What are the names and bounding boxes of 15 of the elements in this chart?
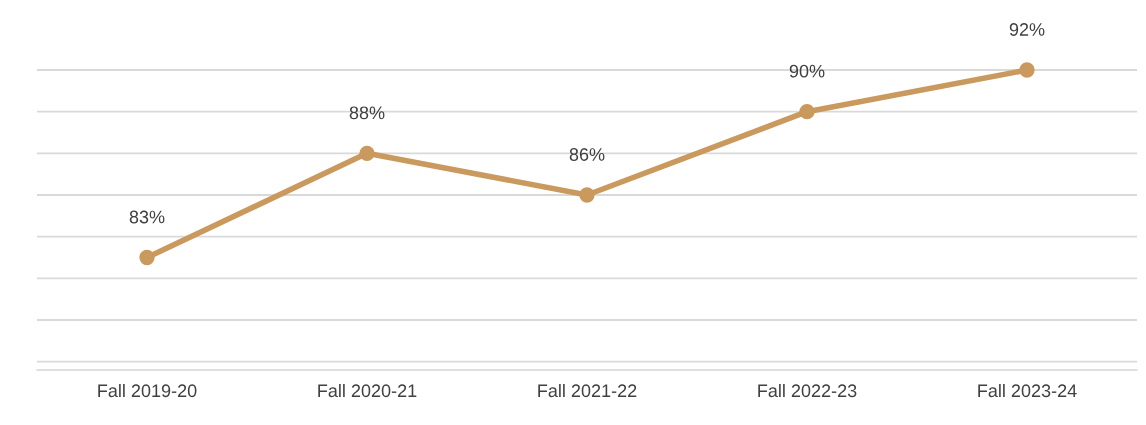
point xyxy=(1019,62,1035,78)
data-label: 86% xyxy=(569,148,605,161)
x-tick-label: Fall 2021-22 xyxy=(538,383,637,398)
data-label: 88% xyxy=(349,106,385,120)
data-label: 90% xyxy=(789,64,825,78)
point xyxy=(799,104,815,120)
x-tick-label: Fall 2020-21 xyxy=(318,383,417,398)
point xyxy=(579,187,595,203)
x-tick-label: Fall 2023-24 xyxy=(978,383,1077,398)
data-label: 92% xyxy=(1009,23,1045,36)
x-tick-label: Fall 2019-20 xyxy=(98,383,197,398)
point xyxy=(359,145,375,161)
point xyxy=(139,249,155,266)
x-tick-label: Fall 2022-23 xyxy=(758,383,857,398)
data-label: 83% xyxy=(129,210,165,224)
